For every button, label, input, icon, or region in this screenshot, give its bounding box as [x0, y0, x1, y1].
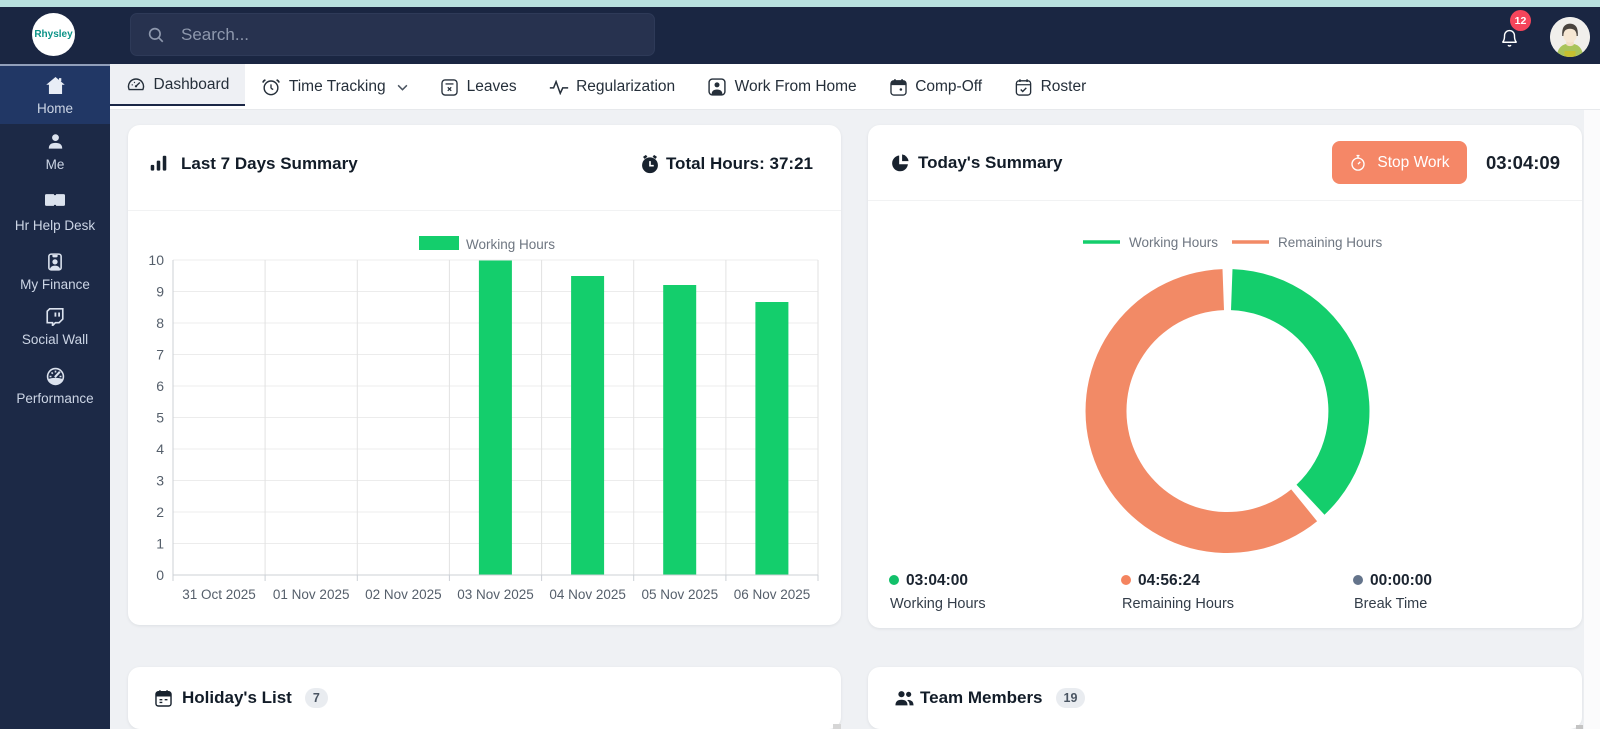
- svg-text:9: 9: [156, 284, 164, 300]
- svg-text:Remaining Hours: Remaining Hours: [1122, 596, 1234, 612]
- svg-text:03:04:00: 03:04:00: [906, 572, 968, 589]
- svg-text:04:56:24: 04:56:24: [1138, 572, 1200, 589]
- svg-text:3: 3: [156, 473, 164, 489]
- svg-text:1: 1: [156, 536, 164, 552]
- svg-text:02 Nov 2025: 02 Nov 2025: [365, 587, 442, 602]
- svg-text:Working Hours: Working Hours: [1129, 235, 1218, 250]
- svg-text:04 Nov 2025: 04 Nov 2025: [549, 587, 626, 602]
- svg-text:31 Oct 2025: 31 Oct 2025: [182, 587, 256, 602]
- svg-text:8: 8: [156, 315, 164, 331]
- svg-text:05 Nov 2025: 05 Nov 2025: [642, 587, 719, 602]
- svg-text:Break Time: Break Time: [1354, 596, 1427, 612]
- svg-text:7: 7: [156, 347, 164, 363]
- svg-text:Working Hours: Working Hours: [890, 596, 986, 612]
- svg-text:Working Hours: Working Hours: [466, 237, 555, 252]
- svg-text:4: 4: [156, 441, 164, 457]
- svg-text:00:00:00: 00:00:00: [1370, 572, 1432, 589]
- svg-text:01 Nov 2025: 01 Nov 2025: [273, 587, 350, 602]
- svg-text:5: 5: [156, 410, 164, 426]
- svg-text:06 Nov 2025: 06 Nov 2025: [734, 587, 811, 602]
- svg-text:10: 10: [148, 252, 164, 268]
- svg-text:2: 2: [156, 504, 164, 520]
- svg-text:Remaining Hours: Remaining Hours: [1278, 235, 1383, 250]
- svg-text:6: 6: [156, 378, 164, 394]
- svg-text:0: 0: [156, 567, 164, 583]
- svg-text:03 Nov 2025: 03 Nov 2025: [457, 587, 534, 602]
